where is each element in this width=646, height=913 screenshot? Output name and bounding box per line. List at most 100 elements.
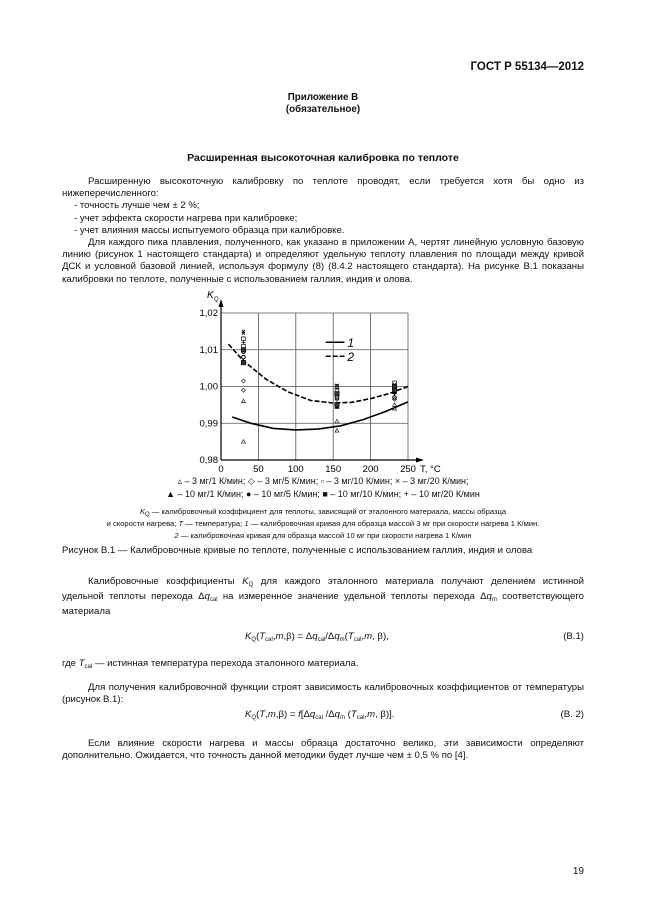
text-run: — калибровочный коэффициент для теплоты,… bbox=[149, 507, 507, 516]
text-run: ,β) = bbox=[275, 709, 299, 720]
italic-symbol: m bbox=[364, 631, 373, 642]
text-run: для каждого эталонного материала получаю… bbox=[62, 576, 584, 603]
x-axis-label: T, °C bbox=[420, 464, 441, 475]
italic-symbol: K bbox=[245, 631, 252, 642]
italic-symbol: T bbox=[178, 519, 184, 528]
data-point-tri-open bbox=[392, 405, 398, 411]
text-run: ( bbox=[345, 709, 351, 720]
where-clause: где Tcal — истинная температура перехода… bbox=[62, 658, 584, 673]
y-axis-label-subscript: Q bbox=[214, 297, 219, 303]
curve-legend-label: 1 bbox=[347, 336, 354, 350]
italic-symbol: m bbox=[275, 631, 284, 642]
italic-symbol: m bbox=[267, 709, 276, 720]
annex-status: (обязательное) bbox=[285, 104, 361, 115]
chart-legend-row-1: ▵ – 3 мг/1 К/мин; ◇ – 3 мг/5 К/мин; ▫ – … bbox=[177, 476, 469, 486]
y-axis-label: K bbox=[207, 290, 215, 301]
italic-symbol: T bbox=[259, 709, 266, 720]
data-point-square-filled bbox=[334, 391, 340, 397]
text-run: — калибровочная кривая для образца массо… bbox=[178, 531, 472, 540]
text-run: , bbox=[361, 631, 365, 642]
equation-b2-number: (В. 2) bbox=[560, 709, 584, 720]
text-run: , bbox=[364, 709, 368, 720]
figure-caption: Рисунок В.1 — Калибровочные кривые по те… bbox=[62, 545, 533, 556]
text-run: , β), bbox=[372, 631, 389, 642]
text-run: ,β) = Δ bbox=[283, 631, 313, 642]
text-run: и скорости нагрева; bbox=[106, 519, 179, 528]
text-run: Калибровочные коэффициенты bbox=[88, 576, 243, 587]
italic-symbol: K bbox=[139, 507, 146, 516]
y-tick-label: 1,02 bbox=[200, 308, 219, 319]
text-run: — истинная температура перехода эталонно… bbox=[92, 658, 359, 669]
list-item: - точность лучше чем ± 2 %; bbox=[74, 200, 200, 212]
italic-symbol: K bbox=[242, 576, 249, 587]
italic-symbol: q bbox=[334, 631, 340, 642]
italic-symbol: K bbox=[245, 709, 252, 720]
text-run: соответствующего материала bbox=[62, 591, 584, 618]
list-item: - учет эффекта скорости нагрева при кали… bbox=[74, 212, 298, 224]
x-tick-label: 200 bbox=[363, 464, 379, 475]
italic-symbol: T bbox=[78, 658, 85, 669]
italic-symbol: q bbox=[309, 709, 316, 720]
list-item: - учет влияния массы испытуемого образца… bbox=[74, 224, 345, 236]
calibration-curve-1 bbox=[231, 401, 409, 431]
subscript: m bbox=[339, 637, 345, 643]
annex-title: Приложение В bbox=[287, 92, 359, 103]
y-tick-label: 1,00 bbox=[200, 382, 219, 393]
equation-b1-number: (В.1) bbox=[563, 631, 584, 642]
data-point-cross bbox=[335, 383, 339, 388]
equation-b2: KQ(T,m,β) = f[Δqcal /Δqm (Tcal,m, β)]. bbox=[245, 709, 394, 721]
italic-symbol: q bbox=[486, 591, 492, 603]
subscript: Q bbox=[251, 637, 257, 643]
section-title: Расширенная высокоточная калибровка по т… bbox=[187, 152, 459, 164]
subscript: m bbox=[340, 715, 345, 721]
text-run: , bbox=[272, 631, 276, 642]
page-number: 19 bbox=[572, 866, 584, 877]
intro-text: Расширенную высокоточную калибровку по т… bbox=[62, 176, 584, 286]
body-paragraph-3: Калибровочные коэффициенты KQ для каждог… bbox=[62, 576, 584, 619]
data-point-square-filled bbox=[392, 387, 398, 393]
subscript: cal bbox=[317, 637, 326, 643]
calibration-curve-2 bbox=[227, 343, 409, 404]
data-point-plus bbox=[392, 391, 397, 396]
data-point-tri-open bbox=[334, 418, 340, 424]
subscript: cal bbox=[265, 637, 273, 643]
data-point-square-filled bbox=[240, 360, 246, 366]
italic-symbol: f bbox=[298, 709, 301, 720]
subscript: cal bbox=[315, 715, 323, 721]
data-point-diamond-open bbox=[241, 378, 246, 384]
data-point-circle bbox=[241, 354, 246, 360]
x-axis-arrow bbox=[416, 457, 424, 463]
data-point-tri-open bbox=[240, 398, 246, 403]
y-tick-label: 0,99 bbox=[200, 418, 219, 429]
text-run: — температура; bbox=[183, 519, 245, 528]
text-run: /Δ bbox=[325, 631, 335, 642]
data-point-square-open bbox=[241, 336, 246, 341]
text-run: [Δ bbox=[300, 709, 310, 720]
subscript: cal bbox=[356, 715, 365, 721]
text-run: ( bbox=[256, 709, 260, 720]
data-point-plus bbox=[334, 386, 339, 391]
text-run: ( bbox=[344, 631, 348, 642]
subscript: cal bbox=[353, 637, 362, 643]
subscript: Q bbox=[248, 582, 254, 588]
italic-symbol: T bbox=[259, 631, 266, 642]
italic-symbol: q bbox=[312, 631, 318, 642]
text-run: ( bbox=[256, 631, 260, 642]
italic-symbol: 2 bbox=[174, 531, 179, 540]
subscript: cal bbox=[84, 664, 93, 670]
text-run: где bbox=[62, 658, 79, 669]
italic-symbol: T bbox=[347, 631, 354, 642]
document-id: ГОСТ Р 55134—2012 bbox=[470, 61, 584, 73]
data-point-diamond-open bbox=[241, 387, 246, 393]
data-point-plus bbox=[241, 340, 246, 345]
intro-paragraph-2: Для каждого пика плавления, полученного,… bbox=[62, 237, 584, 285]
x-tick-label: 100 bbox=[288, 464, 304, 475]
text-run: , β)]. bbox=[375, 709, 395, 720]
subscript: Q bbox=[251, 715, 257, 721]
data-point-tri-open bbox=[392, 402, 398, 407]
data-point-tri-open bbox=[240, 439, 246, 444]
figure-note-3: 2 — калибровочная кривая для образца мас… bbox=[62, 530, 584, 542]
text-run: — калибровочная кривая для образца массо… bbox=[248, 519, 540, 528]
subscript: cal bbox=[209, 597, 218, 604]
